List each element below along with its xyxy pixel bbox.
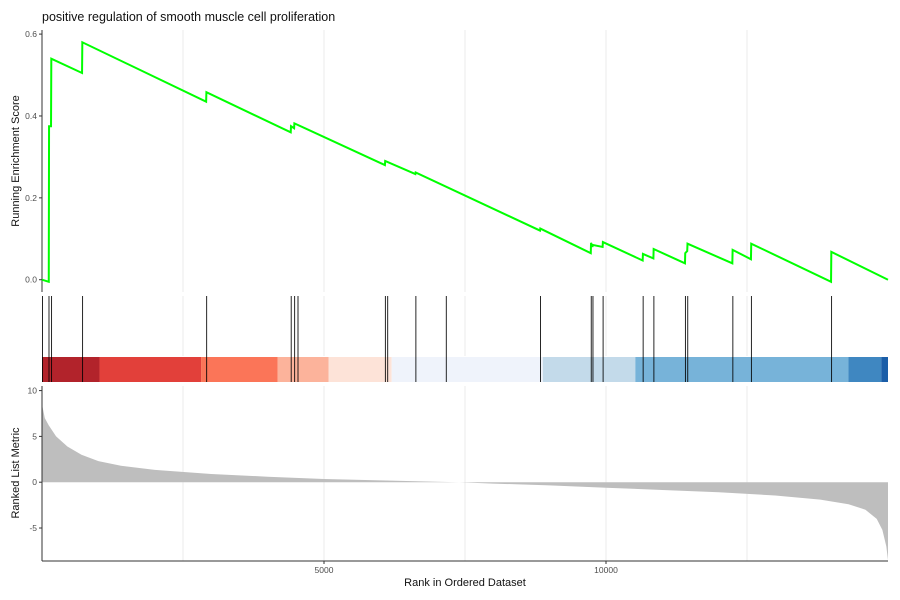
color-bar-segment [848,357,882,382]
color-bar-segment [881,357,888,382]
running-score-line [41,40,889,284]
metric-y-tick-label: 0 [32,477,37,487]
enrichment-y-tick-label: 0.2 [25,193,37,203]
color-bar-segment [635,357,849,382]
metric-y-axis-label: Ranked List Metric [10,427,22,519]
enrichment-panel: 0.0 0.2 0.4 0.6 Running Enrichment Score [10,29,889,292]
color-bar-segment [391,357,543,382]
color-bar-segment [42,357,100,382]
metric-y-tick-label: 10 [28,386,38,396]
x-tick-label: 10000 [594,565,618,575]
hit-grid [182,296,748,356]
x-tick-label: 5000 [315,565,334,575]
metric-y-tick-label: -5 [29,523,37,533]
metric-grid [182,386,748,561]
color-bar-segment [277,357,329,382]
x-ticks: 5000 10000 [315,561,618,575]
enrichment-y-tick-label: 0.0 [25,275,37,285]
enrichment-y-tick-label: 0.6 [25,29,37,39]
metric-y-tick-label: 5 [32,431,37,441]
x-axis-label: Rank in Ordered Dataset [404,577,526,589]
chart-title: positive regulation of smooth muscle cel… [42,10,335,24]
enrichment-grid [182,30,748,292]
enrichment-y-tick-label: 0.4 [25,111,37,121]
enrichment-y-axis-label: Running Enrichment Score [10,95,22,226]
color-bar-segment [542,357,636,382]
color-bar-segment [201,357,278,382]
color-bar-segment [328,357,392,382]
hit-lines [42,296,833,382]
ranked-metric-area [42,404,888,561]
metric-panel: -5 0 5 10 5000 10000 Ranked List Metric Rank… [10,386,888,589]
enrichment-y-ticks: 0.0 0.2 0.4 0.6 [25,29,42,285]
metric-y-ticks: -5 0 5 10 [28,386,42,533]
color-bar-segment [99,357,202,382]
color-bar [42,357,888,382]
hit-panel [42,296,888,382]
